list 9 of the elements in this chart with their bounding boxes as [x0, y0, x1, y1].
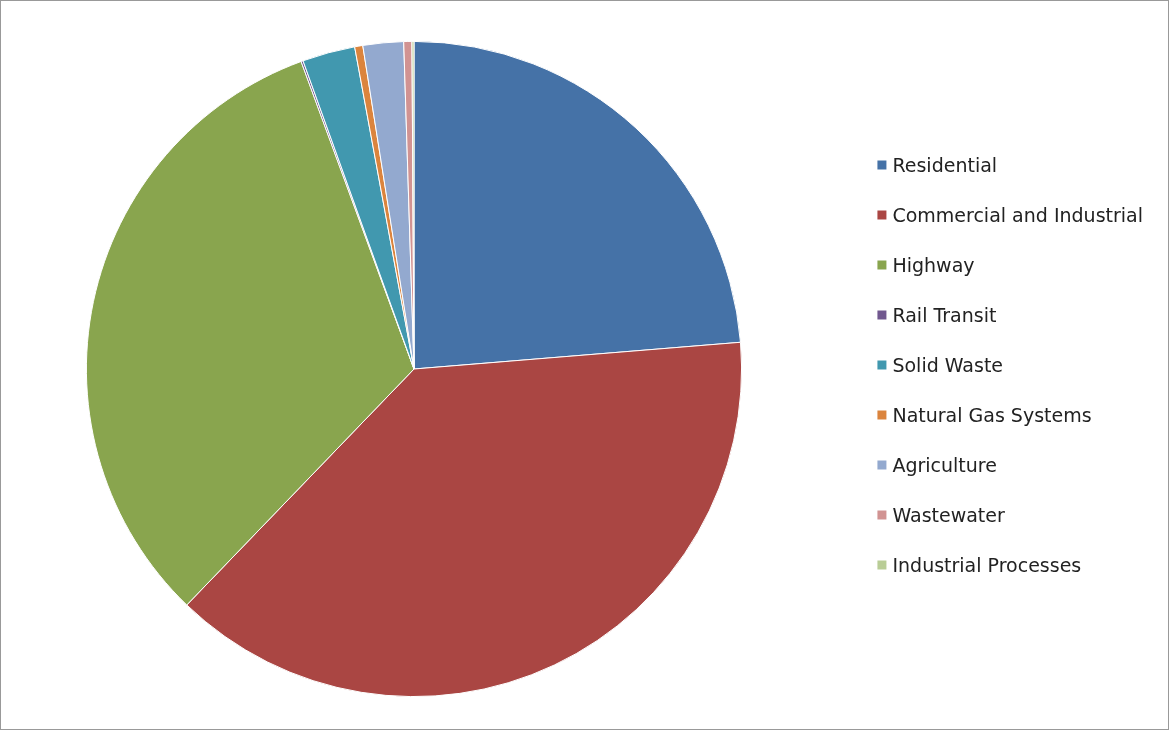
legend-label: Rail Transit: [892, 304, 997, 326]
legend-label: Solid Waste: [892, 354, 1004, 376]
legend-label: Commercial and Industrial: [892, 204, 1144, 226]
legend-label: Agriculture: [892, 454, 997, 476]
legend-label: Industrial Processes: [892, 554, 1082, 576]
legend-label: Highway: [892, 254, 975, 276]
legend-label: Wastewater: [892, 504, 1005, 526]
legend-label: Residential: [892, 154, 998, 176]
legend-label: Natural Gas Systems: [892, 404, 1092, 426]
